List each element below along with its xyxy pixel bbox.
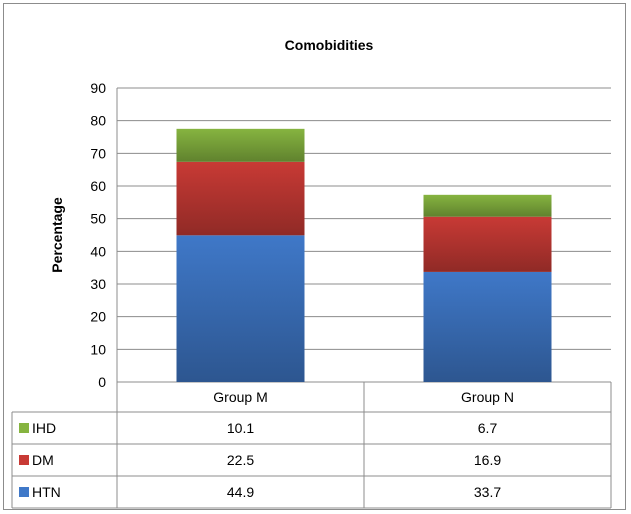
bar-segment-dm-1 — [176, 161, 305, 236]
legend-label-dm: DM — [32, 452, 54, 468]
y-tick-label: 10 — [90, 341, 106, 357]
x-category-label: Group M — [213, 389, 267, 405]
y-axis-label: Percentage — [49, 197, 65, 273]
y-tick-label: 70 — [90, 145, 106, 161]
y-tick-label: 90 — [90, 80, 106, 96]
legend-key-dm — [19, 455, 29, 465]
chart-title: Comobidities — [285, 37, 374, 53]
y-tick-label: 30 — [90, 276, 106, 292]
legend-label-htn: HTN — [32, 484, 61, 500]
data-table-value: 10.1 — [227, 420, 254, 436]
legend-label-ihd: IHD — [32, 420, 56, 436]
data-table-value: 22.5 — [227, 452, 254, 468]
y-tick-label: 40 — [90, 243, 106, 259]
y-tick-label: 60 — [90, 178, 106, 194]
y-tick-label: 20 — [90, 309, 106, 325]
data-table-value: 44.9 — [227, 484, 254, 500]
bar-segment-ihd-2 — [423, 194, 552, 217]
y-tick-label: 50 — [90, 211, 106, 227]
y-tick-label: 80 — [90, 113, 106, 129]
bar-segment-htn-1 — [176, 235, 305, 382]
bar-segment-ihd-1 — [176, 128, 305, 162]
y-tick-label: 0 — [98, 374, 106, 390]
legend-key-ihd — [19, 423, 29, 433]
legend-key-htn — [19, 487, 29, 497]
stacked-bar-chart: Comobidities Percentage 0 10 20 30 40 50 60 70 8… — [11, 37, 612, 509]
x-category-label: Group N — [461, 389, 514, 405]
bar-segment-htn-2 — [423, 271, 552, 382]
bar-segment-dm-2 — [423, 216, 552, 272]
data-table-value: 33.7 — [474, 484, 501, 500]
data-table-value: 6.7 — [478, 420, 498, 436]
data-table-value: 16.9 — [474, 452, 501, 468]
chart-frame: Comobidities Percentage 0 10 20 30 40 50 60 70 8… — [3, 3, 626, 510]
